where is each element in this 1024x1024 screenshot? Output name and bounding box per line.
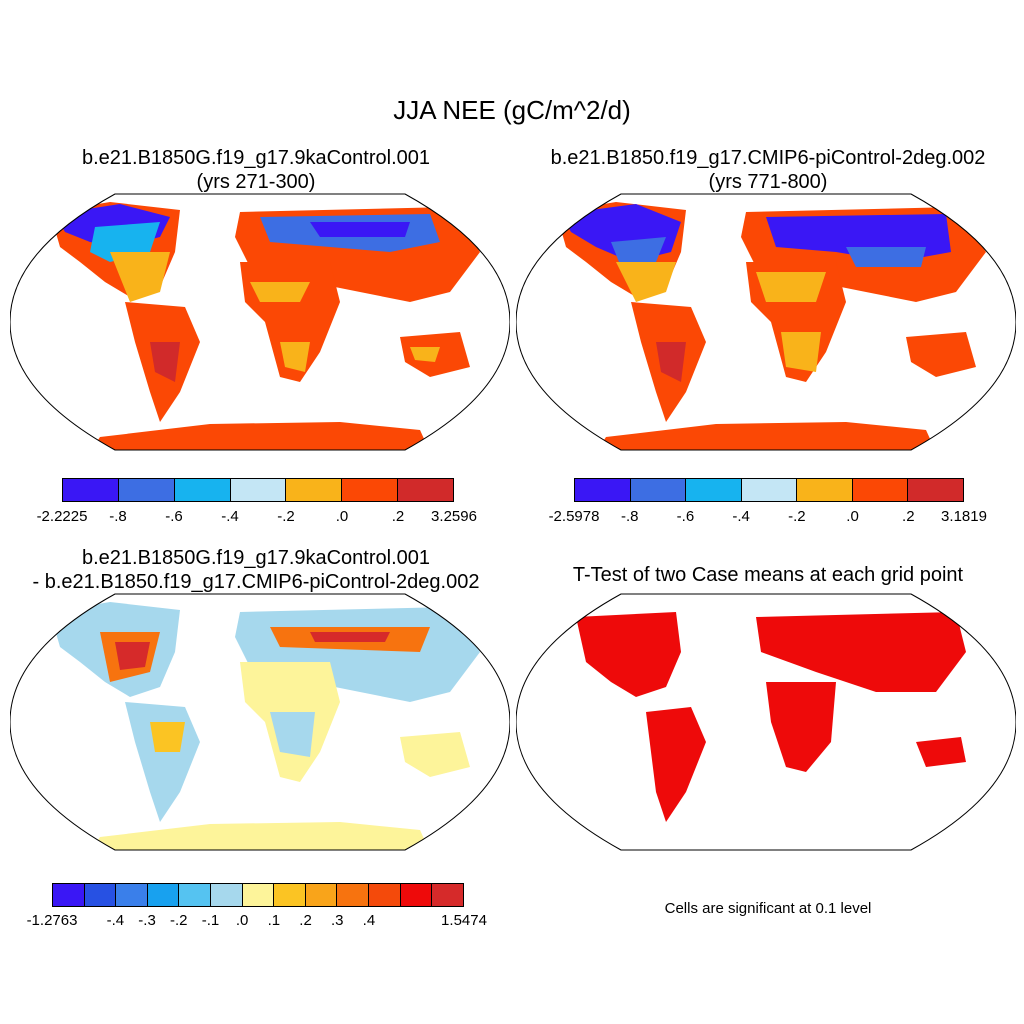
panel1-title: b.e21.B1850G.f19_g17.9kaControl.001 (yrs… [0,146,512,194]
colorbar-segment [741,479,798,501]
colorbar-segment [686,479,742,501]
colorbar-tick-label: .2 [902,508,915,525]
map-panel-case2 [516,193,1016,451]
colorbar-tick-label: -1.2763 [26,912,78,929]
panel2-title-line2: (yrs 771-800) [708,171,828,193]
colorbar-segment [211,884,243,906]
colorbar-tick-label: -.3 [138,912,156,929]
colorbar-tick-label: -.4 [106,912,125,929]
colorbar-case1-labels: -2.2225 -.8 -.6 -.4 -.2 .0 .2 3.2596 [37,508,477,528]
colorbar-tick-label: -.4 [732,508,750,525]
panel1-title-line2: (yrs 271-300) [196,171,316,193]
panel3-title-line1: b.e21.B1850G.f19_g17.9kaControl.001 [81,547,431,569]
colorbar-segment [53,884,85,906]
colorbar-segment [305,884,338,906]
map-fields-ttest [576,612,966,822]
colorbar-segment [337,884,370,906]
colorbar-segment [230,479,287,501]
colorbar-segment [274,884,306,906]
figure-title: JJA NEE (gC/m^2/d) [393,95,631,125]
colorbar-segment [400,884,433,906]
colorbar-tick-label: .0 [235,912,249,929]
colorbar-segment [63,479,119,501]
colorbar-segment [286,479,343,501]
colorbar-tick-label: .1 [267,912,281,929]
colorbar-tick-label: 3.2596 [431,508,477,525]
panel1-title-line1: b.e21.B1850G.f19_g17.9kaControl.001 [81,147,431,169]
colorbar-tick-label: -.6 [676,508,695,525]
colorbar-tick-label: .0 [335,508,349,525]
panel4-title-line1: T-Test of two Case means at each grid po… [572,564,964,586]
map-panel-ttest [516,593,1016,851]
colorbar-segment [398,479,454,501]
colorbar-case2-labels: -2.5978 -.8 -.6 -.4 -.2 .0 .2 3.1819 [549,508,987,528]
colorbar-tick-label: -.2 [277,508,295,525]
colorbar-tick-label: -.8 [109,508,127,525]
panel2-title-line1: b.e21.B1850.f19_g17.CMIP6-piControl-2deg… [550,147,986,169]
colorbar-segment [432,884,463,906]
colorbar-segment [242,884,275,906]
colorbar-segment [174,479,231,501]
colorbar-tick-label: .3 [330,912,344,929]
map-fields-case2 [556,202,986,450]
colorbar-difference [52,883,464,907]
colorbar-case1 [62,478,454,502]
map-fields-difference [50,602,480,850]
panel3-title: b.e21.B1850G.f19_g17.9kaControl.001 - b.… [0,546,512,594]
colorbar-tick-label: .2 [299,912,312,929]
map-fields-case1 [50,202,480,450]
colorbar-tick-label: -.2 [788,508,806,525]
map-panel-difference [10,593,510,851]
colorbar-segment [630,479,687,501]
colorbar-segment [179,884,212,906]
colorbar-segment [797,479,853,501]
colorbar-tick-label: 3.1819 [941,508,987,525]
colorbar-tick-label: -2.2225 [36,508,88,525]
colorbar-tick-label: -.8 [620,508,639,525]
significance-note: Cells are significant at 0.1 level [664,900,872,917]
panel3-title-line2: - b.e21.B1850.f19_g17.CMIP6-piControl-2d… [32,571,480,593]
colorbar-segment [908,479,964,501]
colorbar-case2 [574,478,964,502]
colorbar-tick-label: -.2 [170,912,188,929]
colorbar-segment [116,884,148,906]
map-panel-case1 [10,193,510,451]
colorbar-tick-label: .0 [846,508,859,525]
colorbar-segment [369,884,401,906]
colorbar-difference-labels: -1.2763 -.4 -.3 -.2 -.1 .0 .1 .2 .3 .4 1.5474 [27,912,487,932]
colorbar-tick-label: -2.5978 [548,508,600,525]
map-border-case1 [10,193,510,451]
colorbar-tick-label: .4 [362,912,376,929]
colorbar-tick-label: -.6 [165,508,183,525]
colorbar-tick-label: 1.5474 [441,912,487,929]
colorbar-segment [575,479,631,501]
colorbar-tick-label: -.1 [201,912,220,929]
panel2-title: b.e21.B1850.f19_g17.CMIP6-piControl-2deg… [512,146,1024,194]
colorbar-segment [852,479,909,501]
colorbar-tick-label: .2 [391,508,405,525]
colorbar-segment [84,884,117,906]
map-border-ttest [516,593,1016,851]
panel4-title: T-Test of two Case means at each grid po… [512,563,1024,587]
colorbar-segment [147,884,180,906]
colorbar-segment [342,479,399,501]
colorbar-segment [118,479,175,501]
colorbar-tick-label: -.4 [221,508,239,525]
map-border-difference [10,593,510,851]
map-border-case2 [516,193,1016,451]
